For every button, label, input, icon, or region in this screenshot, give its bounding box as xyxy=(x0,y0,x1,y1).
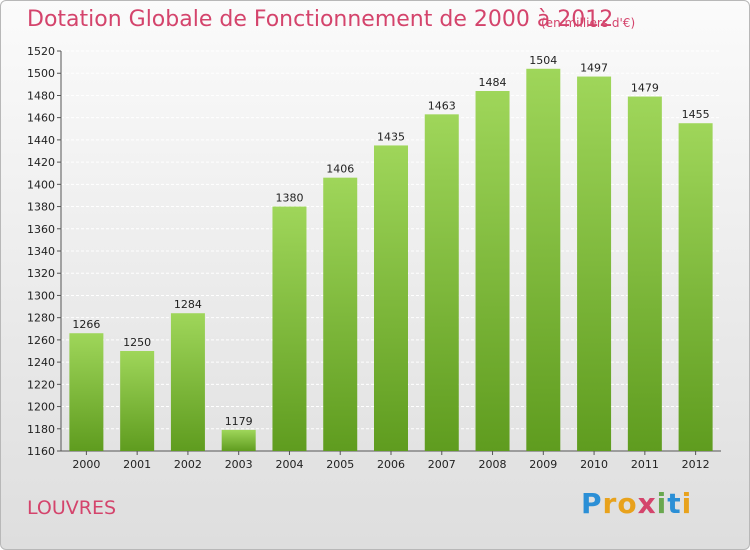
chart-title: Dotation Globale de Fonctionnement de 20… xyxy=(27,7,614,32)
x-tick-label: 2001 xyxy=(123,458,151,471)
bar xyxy=(221,429,256,451)
y-tick-label: 1520 xyxy=(27,45,55,58)
bar-value-label: 1479 xyxy=(631,82,659,95)
bar-value-label: 1406 xyxy=(326,163,354,176)
bar-value-label: 1463 xyxy=(428,99,456,112)
bar-value-label: 1380 xyxy=(275,192,303,205)
bar xyxy=(526,68,561,452)
x-tick-label: 2005 xyxy=(326,458,354,471)
logo-letter: o xyxy=(617,487,638,520)
unit-label: (en milliers d'€) xyxy=(541,16,636,30)
bar xyxy=(170,313,205,451)
y-tick-label: 1360 xyxy=(27,223,55,236)
bar xyxy=(69,333,104,451)
y-tick-label: 1420 xyxy=(27,156,55,169)
bar xyxy=(272,206,307,451)
y-tick-label: 1300 xyxy=(27,289,55,302)
x-tick-label: 2002 xyxy=(174,458,202,471)
bar-value-label: 1179 xyxy=(225,415,253,428)
bar xyxy=(374,145,408,451)
y-tick-label: 1280 xyxy=(27,312,55,325)
bar xyxy=(323,177,358,451)
bar-value-label: 1504 xyxy=(529,54,557,67)
commune-name: LOUVRES xyxy=(27,497,117,519)
bar-value-label: 1484 xyxy=(479,76,507,89)
bar-value-label: 1455 xyxy=(682,108,710,121)
bar-value-label: 1266 xyxy=(72,318,100,331)
x-tick-label: 2007 xyxy=(428,458,456,471)
bar xyxy=(475,91,510,451)
bar-value-label: 1497 xyxy=(580,62,608,75)
x-tick-label: 2003 xyxy=(225,458,253,471)
bar-value-label: 1250 xyxy=(123,336,151,349)
y-tick-label: 1320 xyxy=(27,267,55,280)
y-tick-label: 1160 xyxy=(27,445,55,458)
y-tick-label: 1460 xyxy=(27,112,55,125)
x-tick-label: 2008 xyxy=(479,458,507,471)
logo-letter: P xyxy=(581,487,603,520)
logo-letter: r xyxy=(602,487,618,520)
bar xyxy=(678,123,713,451)
bar xyxy=(577,76,612,452)
y-tick-label: 1240 xyxy=(27,356,55,369)
x-tick-label: 2012 xyxy=(682,458,710,471)
x-tick-label: 2010 xyxy=(580,458,608,471)
y-tick-label: 1200 xyxy=(27,401,55,414)
bar-value-label: 1435 xyxy=(377,130,405,143)
x-tick-label: 2004 xyxy=(275,458,303,471)
logo-letter: x xyxy=(637,487,657,520)
y-tick-label: 1260 xyxy=(27,334,55,347)
y-tick-label: 1220 xyxy=(27,378,55,391)
y-tick-label: 1440 xyxy=(27,134,55,147)
y-tick-label: 1180 xyxy=(27,423,55,436)
x-tick-label: 2000 xyxy=(72,458,100,471)
x-tick-label: 2009 xyxy=(529,458,557,471)
y-tick-label: 1480 xyxy=(27,89,55,102)
bar xyxy=(424,114,459,451)
bar xyxy=(627,96,662,452)
x-tick-label: 2011 xyxy=(631,458,659,471)
y-tick-label: 1380 xyxy=(27,201,55,214)
bar-value-label: 1284 xyxy=(174,298,202,311)
logo-letter: i xyxy=(656,487,668,520)
y-tick-label: 1340 xyxy=(27,245,55,258)
y-tick-label: 1500 xyxy=(27,67,55,80)
proxiti-logo[interactable]: Proxiti xyxy=(581,487,692,520)
logo-letter: i xyxy=(681,487,693,520)
bar xyxy=(120,351,155,451)
y-tick-label: 1400 xyxy=(27,178,55,191)
x-tick-label: 2006 xyxy=(377,458,405,471)
logo-letter: t xyxy=(667,487,682,520)
